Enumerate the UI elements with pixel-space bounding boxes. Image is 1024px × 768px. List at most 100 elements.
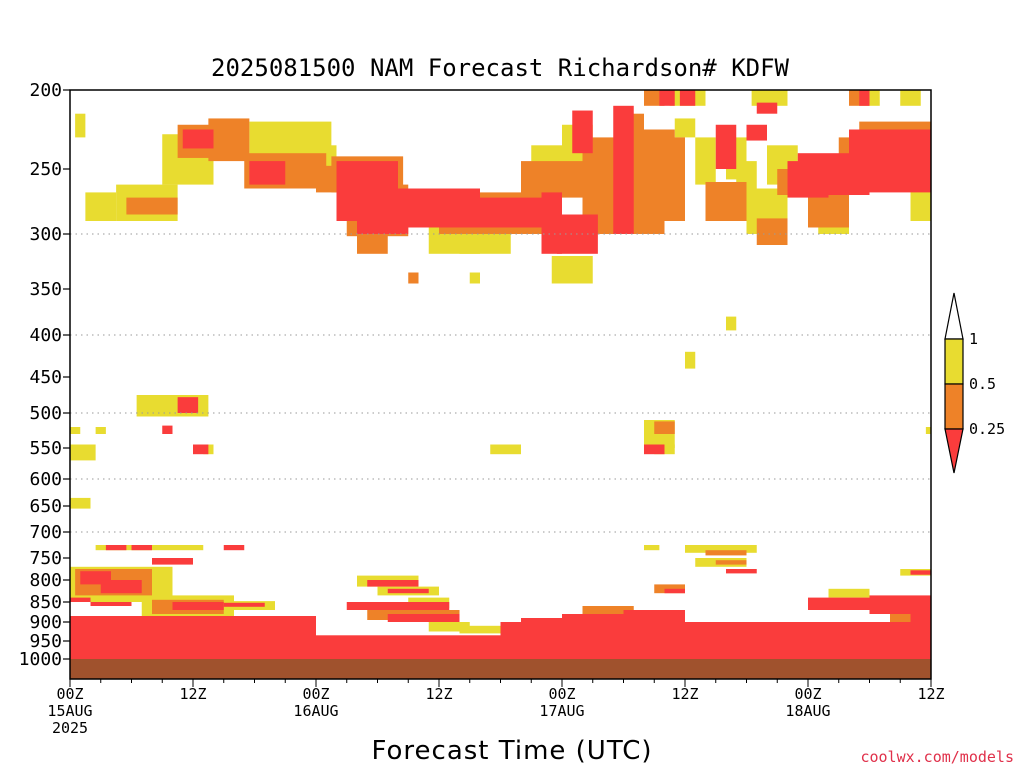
y-tick-label: 850 (29, 592, 62, 613)
y-tick-label: 400 (29, 325, 62, 346)
heatmap-cell (80, 627, 316, 636)
y-tick-label: 500 (29, 403, 62, 424)
y-tick-label: 750 (29, 548, 62, 569)
heatmap-cell (70, 444, 96, 461)
heatmap-cell (398, 197, 562, 228)
heatmap-cell (177, 397, 199, 413)
heatmap-cell (95, 427, 106, 434)
heatmap-cell (75, 113, 86, 138)
heatmap-cell (562, 614, 644, 624)
colorbar-label: 0.5 (969, 375, 996, 393)
heatmap-cell (613, 105, 634, 234)
heatmap-cell (152, 558, 193, 565)
heatmap-cell (900, 90, 921, 106)
colorbar-bin (944, 383, 964, 430)
y-axis: 200 250 300 350 400 450 500 550 600 650 700 7508008… (19, 80, 70, 670)
x-tick-label: 00Z (548, 685, 575, 703)
credit-link[interactable]: coolwx.com/models (860, 748, 1014, 766)
heatmap-cell (746, 623, 870, 632)
x-tick-label: 00Z (794, 685, 821, 703)
heatmap-cell (387, 588, 429, 594)
heatmap-cell (726, 569, 757, 574)
heatmap-cell (346, 602, 450, 610)
heatmap-cell (859, 90, 870, 106)
heatmap-cell (70, 597, 91, 602)
heatmap-cell (162, 425, 173, 434)
heatmap-cell (751, 90, 788, 106)
colorbar-arrow-bottom (944, 428, 964, 474)
heatmap-cell (849, 129, 931, 193)
colorbar: 1 0.5 0.25 (944, 292, 1005, 474)
heatmap-cell (679, 90, 696, 106)
ground-surface (70, 659, 931, 679)
heatmap-cell (223, 545, 245, 551)
heatmap-cell (664, 588, 685, 594)
heatmap-cell (459, 245, 480, 254)
heatmap-cell (367, 580, 419, 587)
heatmap-cell (582, 606, 634, 614)
heatmap-cell (654, 137, 685, 221)
x-tick-label: 18AUG (785, 702, 830, 720)
heatmap-cell (100, 580, 142, 594)
x-tick-label: 12Z (917, 685, 944, 703)
heatmap-cell (193, 444, 209, 455)
heatmap-cell (910, 184, 931, 221)
heatmap-cells (70, 90, 931, 659)
heatmap-cell (172, 602, 224, 610)
heatmap-cell (551, 256, 593, 273)
x-tick-label: 12Z (179, 685, 206, 703)
heatmap-cell (644, 444, 665, 455)
heatmap-cell (490, 444, 521, 455)
heatmap-cell (85, 192, 117, 221)
heatmap-cell (705, 550, 747, 556)
x-axis-title: Forecast Time (UTC) (371, 736, 652, 766)
y-tick-label: 800 (29, 570, 62, 591)
heatmap-cell (70, 497, 91, 509)
y-tick-label: 700 (29, 522, 62, 543)
heatmap-cell (726, 316, 737, 331)
x-tick-label: 2025 (52, 719, 88, 737)
heatmap-cell (126, 197, 178, 215)
y-tick-label: 650 (29, 496, 62, 517)
x-tick-label: 00Z (302, 685, 329, 703)
gridlines (70, 233, 931, 533)
heatmap-cell (695, 137, 716, 185)
y-tick-label: 900 (29, 612, 62, 633)
heatmap-cell (131, 545, 152, 551)
heatmap-cell (223, 602, 265, 607)
y-tick-label: 350 (29, 279, 62, 300)
heatmap-cell (249, 161, 286, 185)
heatmap-cell (654, 421, 675, 434)
heatmap-cell (408, 272, 419, 284)
heatmap-cell (70, 650, 931, 659)
x-tick-label: 00Z (56, 685, 83, 703)
heatmap-cell (551, 272, 593, 284)
colorbar-label: 0.25 (969, 420, 1005, 438)
heatmap-cell (428, 622, 470, 632)
heatmap-cell (910, 602, 931, 622)
heatmap-cell (208, 118, 250, 162)
heatmap-cell (746, 124, 767, 141)
y-tick-label: 950 (29, 631, 62, 652)
y-tick-label: 1000 (19, 649, 62, 670)
chart-title: 2025081500 NAM Forecast Richardson# KDFW (211, 54, 790, 82)
y-tick-label: 250 (29, 159, 62, 180)
heatmap-cell (469, 272, 480, 284)
heatmap-cell (182, 129, 214, 149)
heatmap-cell (90, 602, 132, 606)
colorbar-bin (944, 338, 964, 385)
heatmap-cell (925, 427, 931, 434)
y-tick-label: 550 (29, 438, 62, 459)
heatmap-cell (70, 427, 81, 434)
y-tick-label: 200 (29, 80, 62, 101)
x-tick-label: 17AUG (539, 702, 584, 720)
heatmap-cell (644, 545, 660, 551)
heatmap-cell (756, 218, 788, 245)
x-tick-label: 12Z (425, 685, 452, 703)
y-tick-label: 450 (29, 367, 62, 388)
heatmap-cell (387, 614, 460, 622)
heatmap-cell (869, 90, 880, 106)
x-tick-label: 12Z (671, 685, 698, 703)
